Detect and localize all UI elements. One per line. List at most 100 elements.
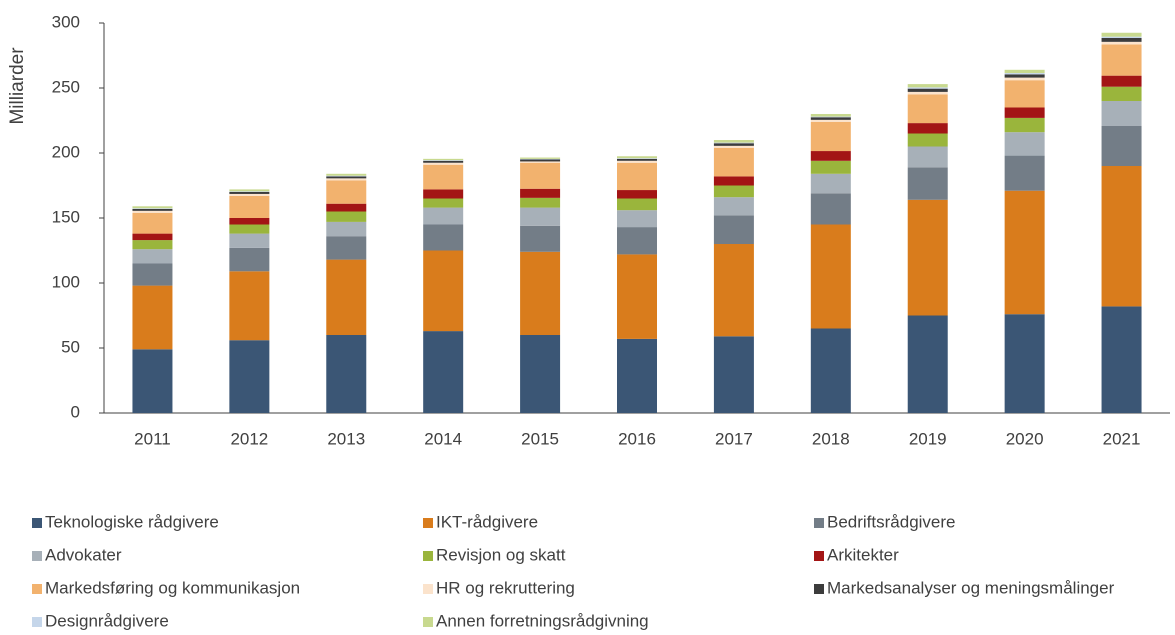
bar-segment (520, 159, 561, 162)
bar-segment (1101, 75, 1142, 87)
bar-segment (326, 259, 367, 335)
legend-label: Advokater (45, 545, 122, 564)
bar-segment (907, 133, 948, 147)
bar-segment (1004, 132, 1045, 156)
bar-segment (1004, 117, 1045, 133)
x-tick-label: 2015 (521, 429, 559, 448)
bar-segment (1101, 44, 1142, 76)
bar-segment (132, 249, 173, 264)
bar-segment (810, 193, 851, 225)
bar-segment (617, 210, 657, 228)
bar-segment (617, 190, 657, 199)
bar-segment (132, 285, 173, 350)
legend-swatch (423, 518, 433, 528)
bar-segment (713, 142, 754, 144)
legend-label: Arkitekter (827, 545, 899, 564)
bar-segment (229, 195, 270, 218)
bar-segment (1101, 101, 1142, 126)
bar-segment (810, 173, 851, 194)
bar-segment (423, 250, 464, 332)
bar-segment (520, 162, 561, 189)
bar-segment (713, 336, 754, 413)
bar-segment (229, 189, 270, 192)
bar-segment (713, 145, 754, 148)
y-tick-label: 250 (52, 77, 80, 96)
bar-segment (520, 251, 561, 335)
bar-segment (713, 185, 754, 198)
bar-segment (713, 176, 754, 186)
bar-segment (907, 315, 948, 413)
bar-segment (1004, 80, 1045, 108)
bar-segment (810, 116, 851, 118)
bar-segment (810, 328, 851, 413)
bar-segment (326, 180, 367, 204)
legend-label: Designrådgivere (45, 611, 169, 630)
bar-segment (1004, 190, 1045, 315)
legend-label: Markedsanalyser og meningsmålinger (827, 578, 1115, 597)
bar-segment (1004, 73, 1045, 75)
bar-segment (132, 210, 173, 213)
bar-segment (326, 335, 367, 413)
bar-segment (1004, 77, 1045, 81)
y-axis-label: Milliarder (7, 47, 28, 125)
bar-segment (520, 161, 561, 163)
bar-segment (617, 198, 657, 211)
bar-segment (229, 233, 270, 248)
x-tick-label: 2019 (909, 429, 947, 448)
x-tick-label: 2011 (134, 429, 171, 448)
bar-segment (132, 349, 173, 413)
bar-segment (1004, 107, 1045, 118)
x-tick-label: 2017 (715, 429, 753, 448)
bar-segment (132, 212, 173, 234)
bar-segment (229, 247, 270, 272)
legend-swatch (32, 518, 42, 528)
bar-segment (617, 227, 657, 255)
x-tick-label: 2021 (1103, 429, 1141, 448)
bar-segment (1101, 37, 1142, 42)
bar-segment (520, 157, 561, 159)
bar-segment (907, 123, 948, 134)
bar-segment (423, 164, 464, 190)
bar-segment (617, 338, 657, 413)
bar-segment (520, 225, 561, 252)
bar-segment (713, 197, 754, 216)
bar-segment (713, 143, 754, 146)
y-tick-label: 100 (52, 272, 80, 291)
bar-segment (1101, 86, 1142, 101)
bar-segment (713, 147, 754, 177)
bar-segment (326, 221, 367, 237)
bar-segment (132, 208, 173, 209)
bar-segment (229, 192, 270, 194)
legend-label: Bedriftsrådgivere (827, 512, 956, 531)
bar-segment (326, 175, 367, 177)
bar-segment (713, 244, 754, 337)
bar-segment (423, 162, 464, 165)
x-tick-label: 2014 (424, 429, 462, 448)
bar-segment (520, 207, 561, 226)
bar-segment (326, 211, 367, 222)
x-tick-label: 2020 (1006, 429, 1044, 448)
bar-segment (907, 199, 948, 316)
bar-segment (810, 224, 851, 329)
x-tick-label: 2012 (230, 429, 268, 448)
bar-segment (810, 151, 851, 161)
bar-segment (1004, 314, 1045, 413)
bar-segment (132, 240, 173, 250)
bar-segment (326, 203, 367, 212)
legend-label: Revisjon og skatt (436, 545, 566, 564)
bar-segment (1004, 155, 1045, 191)
legend-swatch (423, 617, 433, 627)
bar-segment (617, 162, 657, 191)
bar-segment (423, 198, 464, 208)
bar-segment (423, 189, 464, 199)
bar-segment (713, 140, 754, 143)
bar-segment (907, 146, 948, 168)
y-tick-label: 300 (52, 12, 80, 31)
bar-segment (229, 193, 270, 196)
bar-segment (1101, 41, 1142, 45)
bar-segment (520, 158, 561, 160)
bar-segment (229, 271, 270, 341)
y-tick-label: 150 (52, 207, 80, 226)
bar-segment (520, 188, 561, 198)
